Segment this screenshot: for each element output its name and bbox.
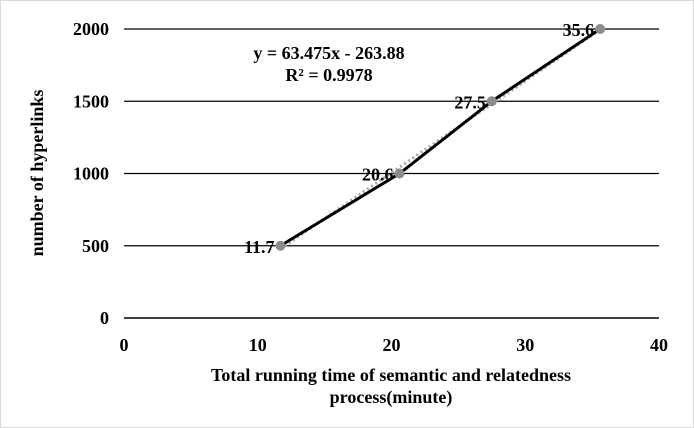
x-tick-label: 30 (516, 335, 534, 355)
y-axis-title: number of hyperlinks (27, 90, 47, 257)
data-label: 35.6 (563, 20, 595, 40)
x-tick-label: 0 (120, 335, 129, 355)
x-tick-label: 40 (650, 335, 668, 355)
data-label: 11.7 (244, 237, 275, 257)
series-group (275, 24, 606, 251)
x-tick-label: 10 (249, 335, 267, 355)
data-label: 20.6 (362, 165, 394, 185)
data-point-marker (486, 96, 497, 107)
x-tick-label: 20 (383, 335, 401, 355)
y-tick-label: 2000 (73, 19, 109, 39)
x-axis-title-line-1: Total running time of semantic and relat… (211, 365, 571, 385)
y-tick-label: 1000 (73, 164, 109, 184)
series-line (279, 27, 601, 248)
y-tick-label: 1500 (73, 91, 109, 111)
x-axis-title-line-2: process(minute) (330, 387, 453, 408)
trendline-r-squared: R² = 0.9978 (285, 65, 372, 85)
tick-labels: 0 500 1000 1500 2000 0 10 20 30 40 (73, 19, 668, 355)
data-point-marker (595, 24, 606, 34)
trendline-equation: y = 63.475x - 263.88 (253, 43, 404, 63)
data-point-marker (275, 240, 286, 251)
y-tick-label: 500 (82, 236, 109, 256)
y-tick-label: 0 (100, 308, 109, 328)
data-point-marker (394, 168, 405, 179)
data-label: 27.5 (454, 92, 486, 112)
data-labels: 11.7 20.6 27.5 35.6 (244, 20, 594, 257)
grid-lines (124, 28, 659, 247)
